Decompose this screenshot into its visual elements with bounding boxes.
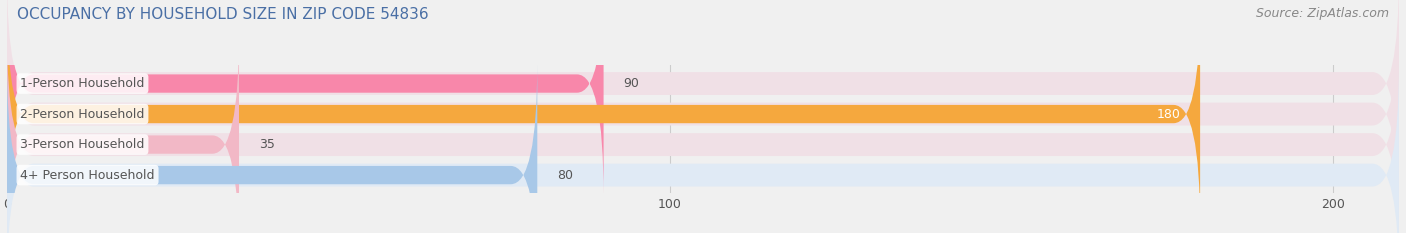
Text: 35: 35 bbox=[259, 138, 274, 151]
Text: 3-Person Household: 3-Person Household bbox=[20, 138, 145, 151]
Text: 4+ Person Household: 4+ Person Household bbox=[20, 169, 155, 182]
FancyBboxPatch shape bbox=[7, 0, 1399, 194]
FancyBboxPatch shape bbox=[7, 62, 537, 233]
FancyBboxPatch shape bbox=[7, 32, 239, 233]
Text: 2-Person Household: 2-Person Household bbox=[20, 108, 145, 120]
Text: Source: ZipAtlas.com: Source: ZipAtlas.com bbox=[1256, 7, 1389, 20]
Text: 80: 80 bbox=[557, 169, 574, 182]
Text: 180: 180 bbox=[1156, 108, 1180, 120]
Text: OCCUPANCY BY HOUSEHOLD SIZE IN ZIP CODE 54836: OCCUPANCY BY HOUSEHOLD SIZE IN ZIP CODE … bbox=[17, 7, 429, 22]
Text: 90: 90 bbox=[623, 77, 640, 90]
Text: 1-Person Household: 1-Person Household bbox=[20, 77, 145, 90]
FancyBboxPatch shape bbox=[7, 3, 1399, 225]
FancyBboxPatch shape bbox=[7, 1, 1201, 227]
FancyBboxPatch shape bbox=[7, 65, 1399, 233]
FancyBboxPatch shape bbox=[7, 0, 603, 196]
FancyBboxPatch shape bbox=[7, 34, 1399, 233]
